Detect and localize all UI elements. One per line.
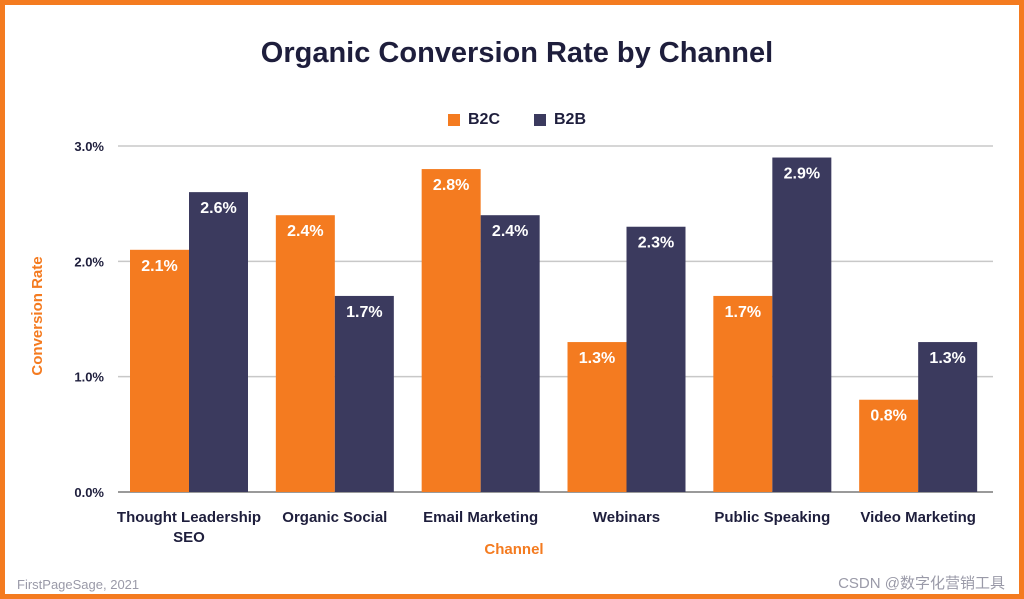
bar-b2c: [130, 249, 189, 492]
bar-value-label: 1.7%: [346, 304, 382, 321]
bar-b2b: [334, 295, 394, 492]
bar-value-label: 2.1%: [141, 258, 177, 275]
bar-b2c: [275, 215, 335, 492]
bar-b2c: [421, 169, 481, 493]
bar-value-label: 2.4%: [492, 223, 528, 240]
bar-value-label: 2.6%: [200, 200, 236, 217]
y-tick-label: 1.0%: [74, 370, 104, 385]
bar-b2b: [772, 157, 832, 493]
legend-swatch-b2c: [447, 114, 460, 126]
x-tick-label: Video Marketing: [860, 509, 976, 526]
x-tick-label: SEO: [173, 529, 205, 546]
bar-value-label: 0.8%: [870, 408, 906, 425]
legend-item-b2c: B2C: [447, 111, 500, 129]
bar-b2c: [567, 342, 627, 492]
source-credit: FirstPageSage, 2021: [17, 577, 140, 592]
bar-b2b: [918, 342, 978, 492]
bar-value-label: 2.3%: [638, 235, 674, 252]
bar-b2b: [189, 192, 248, 492]
x-tick-label: Organic Social: [282, 509, 387, 526]
bar-value-label: 2.4%: [287, 223, 323, 240]
y-tick-label: 2.0%: [74, 254, 104, 269]
legend-swatch-b2b: [534, 114, 546, 126]
bar-value-label: 2.8%: [433, 177, 469, 194]
legend-label-b2c: B2C: [467, 111, 500, 128]
bar-value-label: 2.9%: [784, 166, 820, 183]
x-tick-label: Email Marketing: [423, 509, 538, 526]
bar-b2c: [713, 295, 773, 492]
watermark: CSDN @数字化营销工具: [838, 575, 1005, 592]
bar-b2b: [480, 215, 540, 492]
chart-title: Organic Conversion Rate by Channel: [260, 37, 774, 69]
chart-legend: B2C B2B: [5, 111, 1024, 129]
legend-item-b2b: B2B: [534, 111, 586, 129]
bar-value-label: 1.7%: [725, 304, 761, 321]
bar-value-label: 1.3%: [929, 350, 965, 367]
y-tick-label: 0.0%: [74, 485, 104, 500]
y-axis-title: Conversion Rate: [29, 256, 46, 375]
x-axis-title: Channel: [484, 541, 543, 558]
y-tick-label: 3.0%: [74, 139, 104, 154]
bar-b2b: [626, 226, 686, 492]
x-tick-label: Webinars: [593, 509, 660, 526]
bar-value-label: 1.3%: [579, 350, 615, 367]
x-tick-label: Public Speaking: [714, 509, 830, 526]
legend-label-b2b: B2B: [554, 111, 587, 128]
x-tick-label: Thought Leadership: [117, 509, 261, 526]
bar-b2c: [859, 399, 919, 492]
